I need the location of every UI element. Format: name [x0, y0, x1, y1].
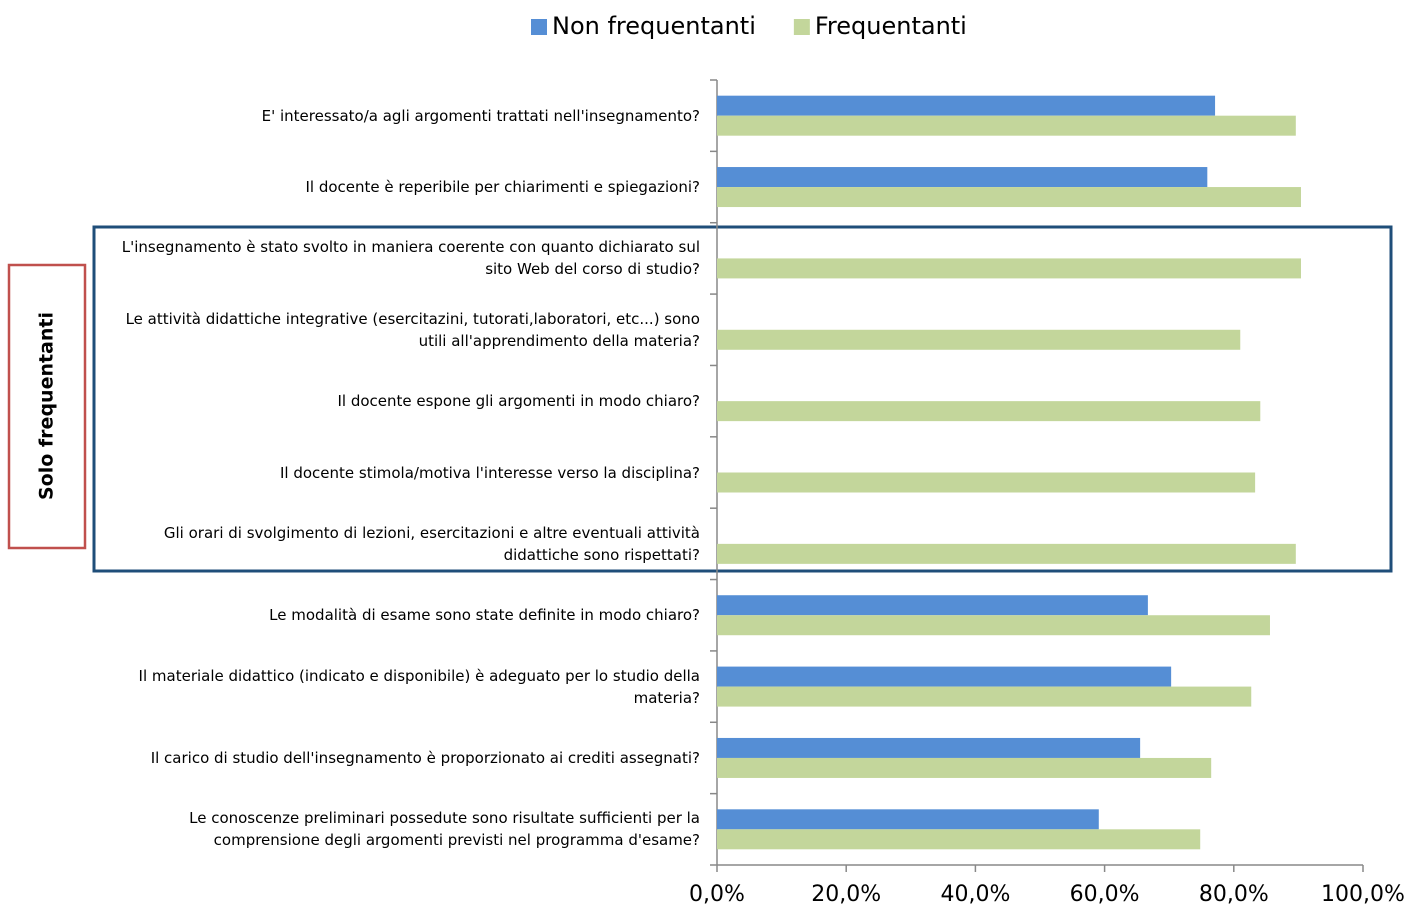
x-tick-label: 100,0% — [1321, 882, 1405, 907]
y-tick-label: Il docente è reperibile per chiarimenti … — [305, 178, 700, 197]
highlight-box — [92, 225, 1393, 573]
bar — [717, 401, 1261, 422]
x-tick-label: 80,0% — [1199, 882, 1269, 907]
y-tick-label: Il materiale didattico (indicato e dispo… — [138, 666, 700, 707]
legend-label: Frequentanti — [815, 12, 967, 40]
legend-swatch — [531, 19, 547, 35]
x-tick-label: 0,0% — [689, 882, 745, 907]
bar — [717, 543, 1296, 564]
y-tick-label: Il docente espone gli argomenti in modo … — [337, 392, 700, 411]
x-tick-label: 20,0% — [811, 882, 881, 907]
legend-swatch — [793, 19, 810, 35]
y-tick-label: Il carico di studio dell'insegnamento è … — [150, 748, 700, 767]
bar — [717, 115, 1296, 136]
x-tick-label: 60,0% — [1070, 882, 1140, 907]
x-tick-label: 40,0% — [940, 882, 1010, 907]
bar — [717, 809, 1099, 830]
bar — [717, 686, 1252, 707]
bar — [717, 258, 1301, 279]
y-tick-label: Le conoscenze preliminari possedute sono… — [189, 809, 700, 850]
annotation-box — [7, 263, 87, 550]
bar — [717, 187, 1301, 208]
annotation: Solo frequentanti — [36, 312, 58, 500]
bar — [717, 472, 1256, 493]
legend-label: Non frequentanti — [552, 12, 756, 40]
bar — [717, 329, 1241, 350]
bar — [717, 666, 1172, 687]
bar — [717, 95, 1216, 116]
bar — [717, 167, 1208, 188]
y-tick-label: L'insegnamento è stato svolto in maniera… — [121, 238, 700, 279]
y-tick-label: Le modalità di esame sono state definite… — [269, 606, 700, 625]
y-tick-label: Gli orari di svolgimento di lezioni, ese… — [163, 523, 700, 564]
bar — [717, 829, 1201, 850]
y-tick-label: Le attività didattiche integrative (eser… — [125, 309, 700, 350]
bar — [717, 615, 1270, 636]
bar — [717, 757, 1212, 778]
y-tick-label: E' interessato/a agli argomenti trattati… — [261, 106, 700, 125]
y-tick-label: Il docente stimola/motiva l'interesse ve… — [279, 463, 700, 482]
bar — [717, 737, 1141, 758]
bar — [717, 595, 1148, 616]
